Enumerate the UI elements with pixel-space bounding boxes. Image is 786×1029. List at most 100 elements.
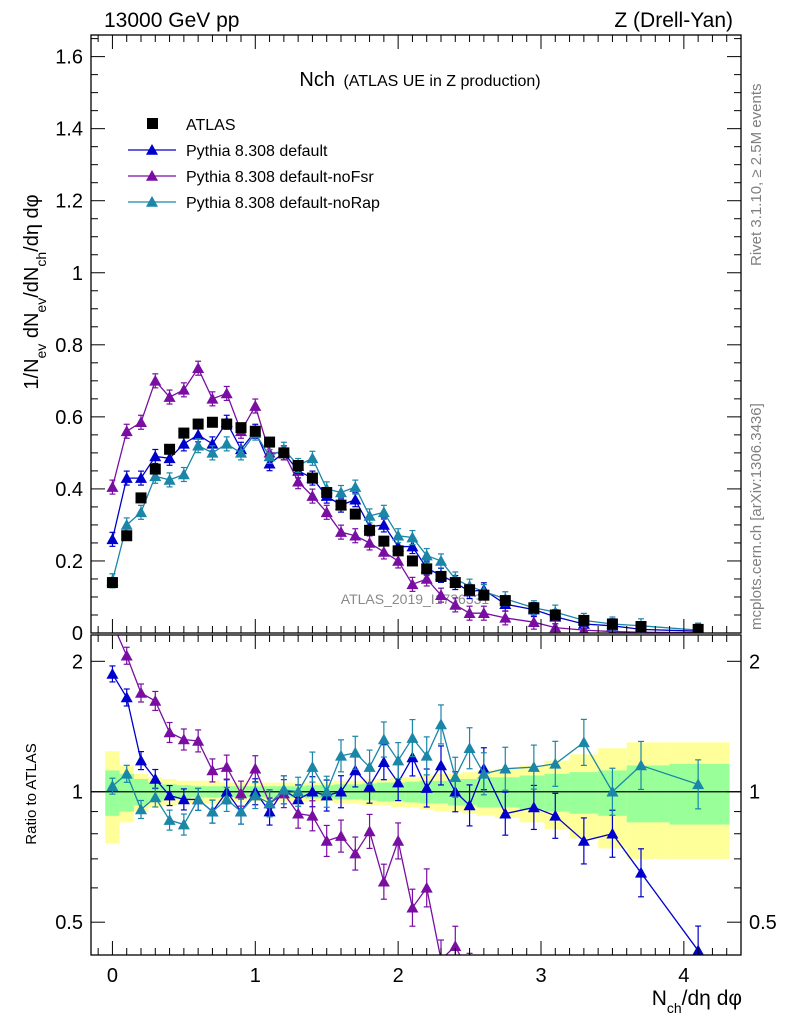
ratio-band-inner [569,772,599,814]
ratio-y-tick-label-right: 2 [749,651,760,673]
main-point-atlas [464,584,476,596]
legend: ATLAS Pythia 8.308 default Pythia 8.308 de… [128,117,380,212]
main-point-nofsr [420,572,433,584]
ratio-point-norap [206,805,219,817]
ratio-point-norap [363,761,376,772]
ratio-point-nofsr [449,940,462,952]
main-point-default [149,450,162,462]
legend-label-nofsr: Pythia 8.308 default-noFsr [186,169,374,186]
main-point-norap [406,531,419,543]
main-plot-layer [106,360,704,633]
main-point-default [349,493,362,505]
main-y-tick-label: 1.6 [55,47,83,69]
main-point-nofsr [320,506,333,518]
axis-frames: 0 1 2 3 4 0 0.2 0.4 0.6 0.8 1 1.2 1.4 1.6 0.5 0.5 1 1 2 2 [55,34,777,987]
main-y-tick-label: 0 [72,623,83,645]
ratio-point-norap [277,783,290,795]
plot-title-main: Nch [299,69,335,91]
main-point-default [120,472,133,483]
main-point-nofsr [220,387,233,399]
main-point-default [406,540,419,552]
ratio-point-default [606,827,619,839]
main-point-default [106,533,119,545]
ratio-point-norap [635,759,647,771]
ratio-point-norap [449,771,462,783]
ratio-band-inner [476,777,495,808]
ratio-point-norap [377,733,390,745]
main-point-nofsr [392,554,405,566]
ratio-point-nofsr [206,764,219,776]
main-point-nofsr [527,616,540,627]
main-point-atlas [606,618,618,630]
main-point-norap [220,437,233,449]
ratio-point-norap [577,736,590,748]
main-point-nofsr [406,578,419,590]
mcplots-side-label: mcplots.cern.ch [arXiv:1306.3436] [748,403,765,630]
ratio-point-default [377,756,390,767]
ratio-clip-group [91,635,741,955]
main-point-norap [149,470,162,482]
main-point-nofsr [149,374,162,386]
main-y-tick-label: 0.2 [55,551,83,573]
ratio-y-tick-label-right: 0.5 [749,912,777,934]
main-point-norap [163,473,176,485]
energy-label: 13000 GeV pp [104,9,239,32]
main-point-atlas [149,463,161,475]
main-y-tick-label: 0.4 [55,479,83,501]
ratio-point-nofsr [377,875,390,887]
main-point-nofsr [377,545,390,557]
ratio-y-tick-label-left: 0.5 [55,912,83,934]
ratio-y-tick-label-left: 2 [72,651,83,673]
ratio-point-nofsr [135,686,147,698]
ratio-plot-layer [91,635,741,955]
process-label: Z (Drell-Yan) [614,9,733,32]
main-point-atlas [364,524,376,536]
main-point-atlas [378,535,390,547]
main-point-atlas [435,570,447,582]
main-point-atlas [499,595,511,607]
main-point-norap [435,554,447,566]
ratio-point-nofsr [420,881,433,893]
main-point-norap [349,481,362,492]
ratio-band-inner [544,773,570,812]
ratio-point-norap [527,761,540,772]
x-tick-label: 0 [107,965,118,987]
ratio-point-nofsr [177,733,190,745]
main-point-norap [120,518,133,530]
main-point-nofsr [135,416,147,428]
legend-label-default: Pythia 8.308 default [186,143,328,160]
main-point-atlas [321,487,333,499]
ratio-point-norap [692,778,705,790]
main-point-default [377,518,390,530]
main-point-atlas [349,508,361,520]
main-point-atlas [135,492,147,504]
main-frame [90,34,742,634]
ratio-frame [90,634,742,956]
ratio-point-norap [249,789,262,801]
legend-marker-atlas [147,118,158,129]
main-point-nofsr [177,383,190,395]
ratio-point-default [177,793,190,805]
ratio-point-default [435,759,447,771]
legend-marker-nofsr [146,170,158,181]
main-point-default [135,472,147,483]
ratio-point-norap [263,797,276,809]
plot-title: Nch (ATLAS UE in Z production) [299,69,540,91]
ratio-point-norap [135,803,147,815]
main-point-nofsr [499,611,512,623]
main-point-atlas [235,422,247,434]
ratio-point-default [527,801,540,813]
main-y-tick-label: 1 [72,263,83,285]
ratio-point-nofsr [235,787,247,799]
ratio-point-nofsr [320,834,333,846]
main-point-nofsr [477,607,490,618]
legend-label-norap: Pythia 8.308 default-noRap [186,195,380,212]
ratio-point-norap [220,793,233,805]
main-point-nofsr [163,391,176,402]
ratio-point-norap [463,742,476,754]
main-point-atlas [549,609,561,621]
ratio-band-inner [669,763,730,825]
ratio-band-inner [626,765,670,823]
main-point-norap [177,468,190,480]
ratio-point-nofsr [292,807,305,819]
